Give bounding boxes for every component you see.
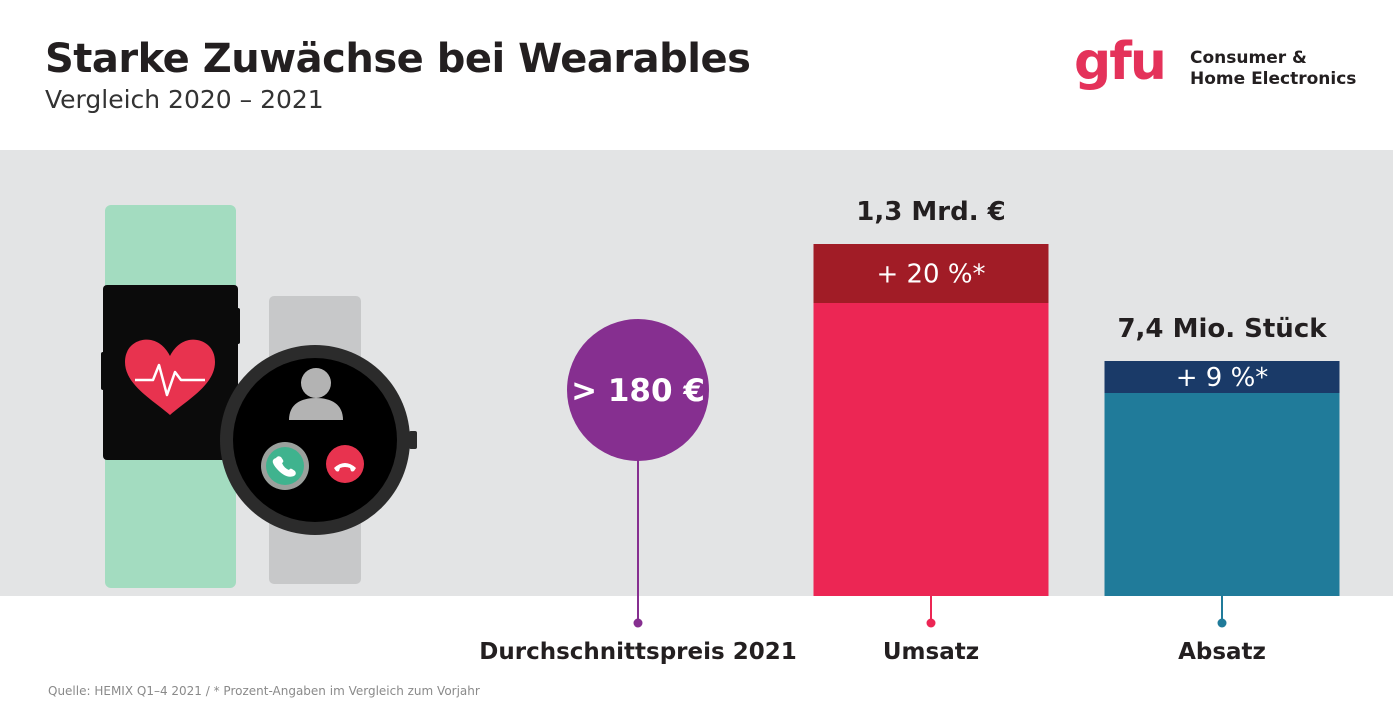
heart-icon	[125, 339, 215, 415]
logo-text: Consumer & Home Electronics	[1190, 48, 1356, 90]
absatz-dot	[1217, 618, 1227, 628]
absatz-category-label: Absatz	[1178, 639, 1266, 665]
logo-mark: gfu	[1074, 32, 1167, 92]
contact-avatar-icon	[289, 368, 343, 420]
gfu-logo: gfu Consumer & Home Electronics	[1074, 32, 1356, 108]
page-subtitle: Vergleich 2020 – 2021	[45, 85, 324, 114]
footnote: Quelle: HEMIX Q1–4 2021 / * Prozent-Anga…	[48, 684, 480, 698]
durchschnittspreis-2021-category-label: Durchschnittspreis 2021	[479, 639, 796, 665]
durchschnittspreis-2021-dot	[633, 618, 643, 628]
page-title: Starke Zuwächse bei Wearables	[45, 36, 751, 82]
decline-call-icon	[326, 445, 364, 483]
wearables-illustration	[101, 205, 417, 588]
umsatz-category-label: Umsatz	[883, 639, 979, 665]
accept-call-icon	[261, 442, 309, 490]
logo-line-2: Home Electronics	[1190, 69, 1357, 89]
logo-line-1: Consumer &	[1190, 48, 1307, 68]
umsatz-dot	[926, 618, 936, 628]
